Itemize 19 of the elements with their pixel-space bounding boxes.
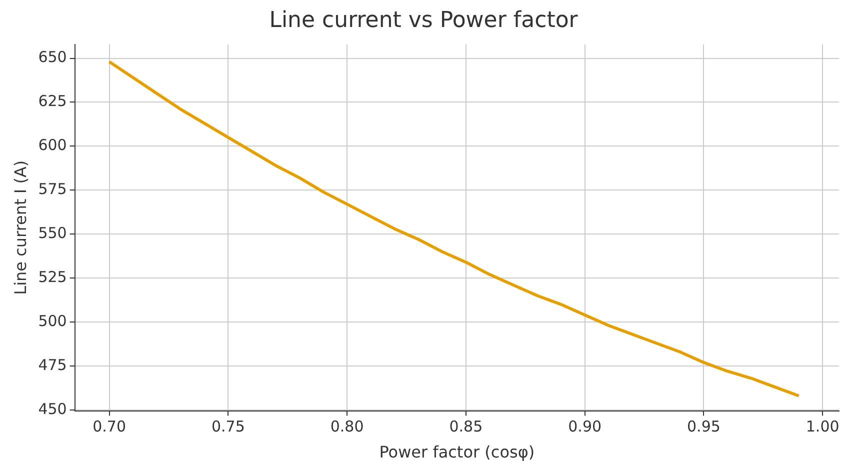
x-tick-label: 0.95: [687, 418, 720, 436]
x-tick-label: 1.00: [806, 418, 840, 436]
x-tick-label: 0.90: [568, 418, 602, 436]
y-tick-label: 650: [38, 48, 67, 66]
chart-title: Line current vs Power factor: [269, 8, 579, 33]
y-tick-label: 625: [38, 92, 67, 110]
y-tick-label: 550: [38, 224, 67, 242]
x-tick-label: 0.75: [211, 418, 245, 436]
x-tick-label: 0.70: [92, 418, 126, 436]
y-tick-label: 575: [38, 180, 67, 198]
y-tick-label: 450: [38, 400, 67, 418]
x-tick-label: 0.80: [330, 418, 364, 436]
x-axis-title: Power factor (cosφ): [379, 442, 535, 462]
y-tick-label: 525: [38, 268, 67, 286]
y-tick-label: 475: [38, 356, 67, 374]
y-axis-title: Line current I (A): [10, 160, 30, 295]
y-tick-label: 600: [38, 136, 67, 154]
y-tick-label: 500: [38, 312, 67, 330]
x-tick-label: 0.85: [449, 418, 483, 436]
